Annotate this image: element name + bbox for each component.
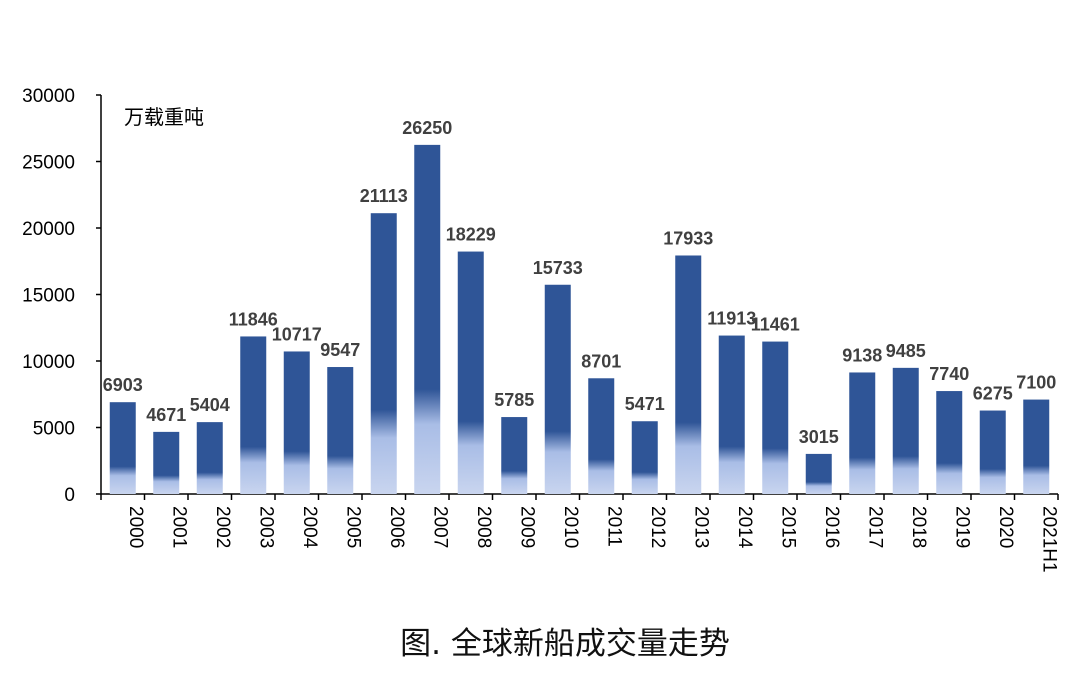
x-tick-label-2006: 2006 [386,506,407,548]
bar-2011 [588,378,615,494]
bar-2015 [762,341,789,494]
bar-2010 [544,284,571,494]
data-label-2017: 9138 [842,345,882,365]
x-tick-label-2010: 2010 [560,506,581,548]
x-tick-label-2019: 2019 [951,506,972,548]
bar-2001 [153,431,180,494]
x-tick-label-2003: 2003 [255,506,276,548]
bar-2006 [370,213,397,495]
bar-2005 [327,367,354,494]
data-label-2021H1: 7100 [1016,373,1056,393]
data-label-2008: 18229 [446,225,496,245]
bar-2009 [501,417,528,494]
x-tick-label-2017: 2017 [864,506,885,548]
x-tick-label-2015: 2015 [777,506,798,548]
bar-2018 [892,367,919,494]
x-tick-label-2016: 2016 [821,506,842,548]
bar-2004 [283,351,310,494]
data-label-2012: 5471 [625,394,665,414]
data-label-2020: 6275 [973,384,1013,404]
data-label-2003: 11846 [229,309,278,329]
x-tick-label-2014: 2014 [734,506,755,549]
y-tick-label: 20000 [22,219,75,240]
bar-chart: 0 5000 10000 15000 20000 25000 30000 万载重吨 6903 20… [22,86,1059,573]
bar-2014 [718,335,745,494]
data-label-2000: 6903 [103,375,143,395]
x-tick-label-2004: 2004 [299,506,320,549]
bar-2002 [196,422,223,494]
x-tick-label-2020: 2020 [995,506,1016,548]
data-label-2009: 5785 [494,390,534,410]
data-label-2014: 11913 [707,309,756,329]
x-tick-label-2013: 2013 [690,506,711,548]
x-tick-label-2005: 2005 [342,506,363,548]
data-label-2001: 4671 [146,405,186,425]
x-tick-label-2002: 2002 [212,506,233,548]
data-label-2004: 10717 [272,324,322,344]
data-label-2006: 21113 [360,186,408,206]
data-label-2011: 8701 [581,351,621,371]
data-label-2005: 9547 [320,340,360,360]
bar-2003 [240,336,267,494]
bar-2017 [849,372,876,494]
x-tick-label-2001: 2001 [168,506,189,548]
data-label-2002: 5404 [190,395,230,415]
bar-2000 [109,402,136,494]
bar-2008 [457,251,484,494]
y-axis-unit-label: 万载重吨 [124,105,204,129]
bar-2013 [675,255,702,494]
data-label-2016: 3015 [799,427,839,447]
bar-2007 [414,144,441,494]
bar-2019 [936,391,963,494]
x-tick-label-2012: 2012 [647,506,668,548]
x-tick-label-2007: 2007 [429,506,450,548]
x-tick-label-2008: 2008 [473,506,494,548]
data-label-2018: 9485 [886,341,926,361]
y-tick-label: 25000 [22,153,75,174]
chart-caption: 图. 全球新船成交量走势 [400,626,730,662]
y-tick-label: 10000 [22,352,75,373]
x-tick-label-2009: 2009 [516,506,537,548]
x-tick-label-2011: 2011 [603,506,624,547]
y-tick-label: 15000 [22,286,75,307]
y-tick-label: 30000 [22,86,75,107]
bar-2016 [805,453,832,494]
bar-2021H1 [1023,399,1050,494]
data-label-2013: 17933 [663,228,713,248]
data-label-2007: 26250 [402,118,452,138]
x-tick-label-2021H1: 2021H1 [1038,506,1059,573]
bar-2020 [979,410,1006,494]
y-tick-label: 0 [64,485,75,506]
x-tick-label-2018: 2018 [908,506,929,548]
y-tick-label: 5000 [33,419,75,440]
data-label-2010: 15733 [533,258,583,278]
x-tick-label-2000: 2000 [125,506,146,548]
data-label-2019: 7740 [929,364,969,384]
data-label-2015: 11461 [751,315,800,335]
bar-2012 [631,421,658,494]
